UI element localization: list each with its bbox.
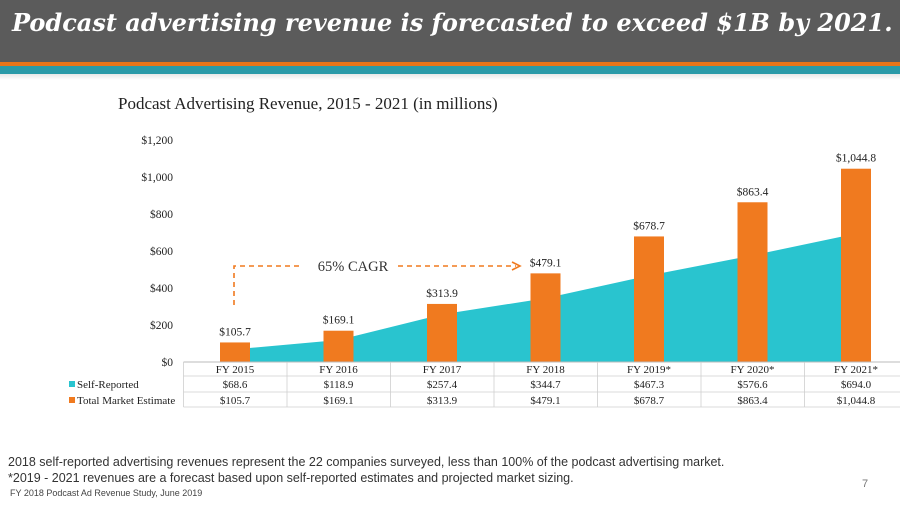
table-cell-total-market: $678.7: [634, 395, 665, 407]
table-cell-self-reported: $694.0: [841, 379, 872, 391]
table-cell-self-reported: $467.3: [634, 379, 665, 391]
footnote-survey: 2018 self-reported advertising revenues …: [8, 455, 725, 469]
y-tick-label: $800: [150, 208, 173, 221]
x-category-label: FY 2021*: [834, 364, 878, 376]
y-tick-label: $600: [150, 245, 173, 258]
bar-total-market: [841, 168, 871, 362]
revenue-chart: $0 $200 $400 $600 $800 $1,000 $1,200 $105.7 $169…: [69, 134, 900, 408]
table-cell-total-market: $105.7: [220, 395, 251, 407]
accent-stripe-orange: [0, 62, 900, 66]
bar-data-label: $169.1: [323, 314, 355, 327]
cagr-arrow-left: [233, 265, 300, 305]
y-tick-label: $0: [162, 356, 174, 369]
bar-data-label: $313.9: [426, 287, 458, 300]
table-cell-total-market: $863.4: [737, 395, 768, 407]
page-number: 7: [862, 478, 869, 490]
bar-total-market: [530, 273, 561, 362]
bar-data-label: $105.7: [219, 325, 251, 338]
legend-label-self-reported: Self-Reported: [77, 379, 139, 391]
cagr-annotation: 65% CAGR: [318, 259, 389, 275]
bar-total-market: [427, 303, 457, 362]
x-category-label: FY 2020*: [731, 364, 775, 376]
bar-data-label: $678.7: [633, 219, 665, 232]
y-tick-label: $1,000: [141, 171, 173, 184]
footnote-forecast: *2019 - 2021 revenues are a forecast bas…: [8, 471, 574, 485]
x-category-label: FY 2015: [216, 364, 255, 376]
bar-data-label: $863.4: [737, 185, 769, 198]
cagr-arrowhead: [511, 261, 522, 271]
bar-data-label: $479.1: [530, 256, 562, 269]
x-category-label: FY 2019*: [627, 364, 671, 376]
x-category-label: FY 2016: [319, 364, 358, 376]
legend-swatch-total-market: [69, 397, 75, 403]
bar-total-market: [323, 330, 354, 362]
table-cell-self-reported: $344.7: [530, 379, 561, 391]
table-cell-total-market: $313.9: [427, 395, 458, 407]
x-category-label: FY 2018: [526, 364, 565, 376]
table-cell-self-reported: $68.6: [223, 379, 248, 391]
legend-swatch-self-reported: [69, 381, 75, 387]
y-tick-label: $200: [150, 319, 173, 332]
bar-total-market: [220, 342, 250, 362]
y-tick-label: $400: [150, 282, 173, 295]
table-cell-self-reported: $257.4: [427, 379, 458, 391]
table-cell-total-market: $169.1: [323, 395, 353, 407]
header-bar: Podcast advertising revenue is forecaste…: [0, 0, 900, 62]
table-cell-self-reported: $576.6: [737, 379, 768, 391]
bar-total-market: [737, 202, 768, 362]
legend-label-total-market: Total Market Estimate: [77, 395, 175, 407]
series-self-reported-area: [235, 233, 856, 362]
chart-title: Podcast Advertising Revenue, 2015 - 2021…: [118, 94, 498, 113]
table-cell-total-market: $479.1: [530, 395, 560, 407]
accent-stripe-teal: [0, 66, 900, 74]
bar-data-label: $1,044.8: [836, 152, 877, 165]
x-category-label: FY 2017: [423, 364, 462, 376]
table-cell-self-reported: $118.9: [324, 379, 354, 391]
header-shadow: [0, 74, 900, 80]
table-cell-total-market: $1,044.8: [837, 395, 876, 407]
slide-title: Podcast advertising revenue is forecaste…: [12, 8, 893, 37]
bar-total-market: [634, 236, 664, 362]
y-tick-label: $1,200: [141, 134, 173, 147]
source-citation: FY 2018 Podcast Ad Revenue Study, June 2…: [10, 488, 203, 498]
